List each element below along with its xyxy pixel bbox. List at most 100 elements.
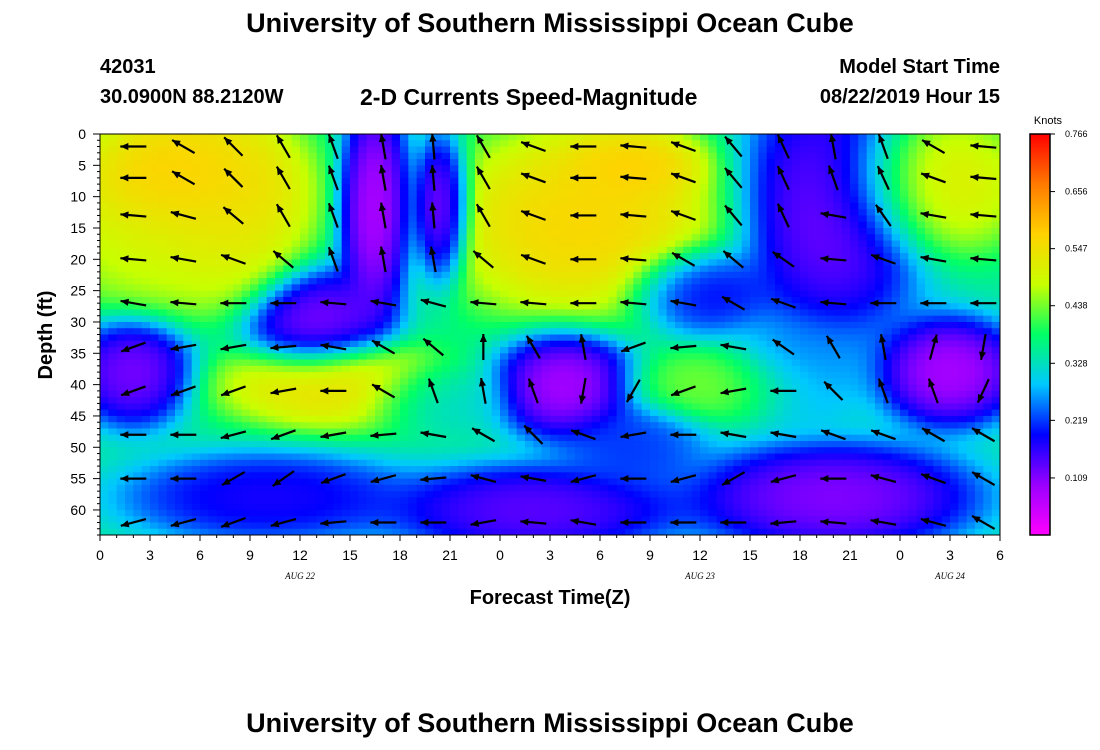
heatmap-cell — [741, 171, 751, 179]
heatmap-cell — [116, 165, 126, 173]
heatmap-cell — [725, 215, 734, 223]
heatmap-cell — [741, 328, 751, 336]
heatmap-cell — [600, 134, 609, 141]
heatmap-cell — [250, 384, 259, 392]
heatmap-cell — [275, 240, 284, 248]
heatmap-cell — [208, 159, 218, 166]
heatmap-cell — [400, 353, 409, 361]
heatmap-cell — [275, 340, 284, 348]
heatmap-cell — [375, 321, 384, 329]
heatmap-cell — [691, 397, 701, 405]
heatmap-cell — [100, 202, 109, 210]
heatmap-cell — [708, 397, 718, 405]
heatmap-cell — [591, 159, 601, 166]
heatmap-cell — [525, 184, 534, 191]
heatmap-cell — [933, 253, 943, 260]
heatmap-cell — [916, 284, 926, 292]
heatmap-cell — [425, 328, 434, 336]
heatmap-cell — [550, 340, 559, 348]
heatmap-cell — [516, 415, 526, 423]
heatmap-cell — [983, 390, 993, 398]
heatmap-cell — [358, 271, 368, 279]
heatmap-cell — [950, 240, 959, 248]
heatmap-cell — [408, 403, 418, 411]
heatmap-cell — [683, 227, 693, 235]
heatmap-cell — [866, 328, 876, 336]
heatmap-cell — [633, 265, 643, 273]
heatmap-cell — [966, 359, 976, 367]
heatmap-cell — [208, 246, 218, 254]
heatmap-cell — [283, 359, 293, 367]
heatmap-cell — [233, 184, 243, 191]
heatmap-cell — [600, 196, 609, 204]
heatmap-cell — [958, 328, 968, 336]
heatmap-cell — [683, 234, 693, 242]
heatmap-cell — [866, 271, 876, 279]
heatmap-cell — [550, 390, 559, 398]
heatmap-cell — [308, 271, 318, 279]
heatmap-cell — [283, 202, 293, 210]
heatmap-cell — [666, 359, 676, 367]
heatmap-cell — [325, 227, 334, 235]
heatmap-cell — [300, 359, 309, 367]
heatmap-cell — [500, 309, 509, 317]
heatmap-cell — [183, 140, 193, 148]
heatmap-cell — [783, 365, 793, 373]
heatmap-cell — [116, 246, 126, 254]
heatmap-cell — [600, 397, 609, 405]
heatmap-cell — [775, 384, 784, 392]
heatmap-cell — [166, 146, 176, 154]
heatmap-cell — [925, 165, 934, 173]
heatmap-cell — [583, 221, 593, 229]
heatmap-cell — [983, 403, 993, 411]
heatmap-cell — [750, 353, 759, 361]
heatmap-cell — [408, 397, 418, 405]
heatmap-cell — [383, 271, 393, 279]
heatmap-cell — [291, 253, 301, 260]
heatmap-cell — [533, 165, 543, 173]
heatmap-cell — [591, 403, 601, 411]
heatmap-cell — [408, 209, 418, 217]
heatmap-cell — [691, 309, 701, 317]
heatmap-cell — [191, 196, 201, 204]
heatmap-cell — [458, 334, 468, 342]
heatmap-cell — [516, 253, 526, 260]
heatmap-cell — [900, 353, 909, 361]
heatmap-cell — [383, 134, 393, 141]
heatmap-cell — [641, 253, 651, 260]
heatmap-cell — [816, 246, 826, 254]
heatmap-cell — [866, 309, 876, 317]
heatmap-cell — [408, 227, 418, 235]
heatmap-cell — [616, 171, 626, 179]
heatmap-cell — [550, 290, 559, 298]
heatmap-cell — [575, 240, 584, 248]
heatmap-cell — [433, 284, 443, 292]
heatmap-cell — [258, 240, 268, 248]
heatmap-cell — [475, 146, 484, 154]
heatmap-cell — [350, 384, 359, 392]
heatmap-cell — [900, 140, 909, 148]
heatmap-cell — [208, 365, 218, 373]
heatmap-cell — [250, 202, 259, 210]
heatmap-cell — [558, 359, 568, 367]
heatmap-cell — [758, 347, 768, 354]
heatmap-cell — [183, 378, 193, 386]
heatmap-cell — [300, 140, 309, 148]
heatmap-cell — [508, 315, 518, 323]
heatmap-cell — [741, 409, 751, 417]
heatmap-cell — [358, 284, 368, 292]
heatmap-cell — [525, 146, 534, 154]
heatmap-cell — [325, 328, 334, 336]
heatmap-cell — [566, 227, 576, 235]
heatmap-cell — [450, 296, 459, 304]
heatmap-cell — [958, 253, 968, 260]
heatmap-cell — [141, 265, 151, 273]
heatmap-cell — [141, 384, 151, 392]
heatmap-cell — [941, 165, 951, 173]
heatmap-cell — [733, 415, 743, 423]
heatmap-cell — [450, 227, 459, 235]
heatmap-cell — [766, 184, 776, 191]
heatmap-cell — [266, 177, 276, 185]
heatmap-cell — [491, 152, 501, 160]
heatmap-cell — [866, 184, 876, 191]
